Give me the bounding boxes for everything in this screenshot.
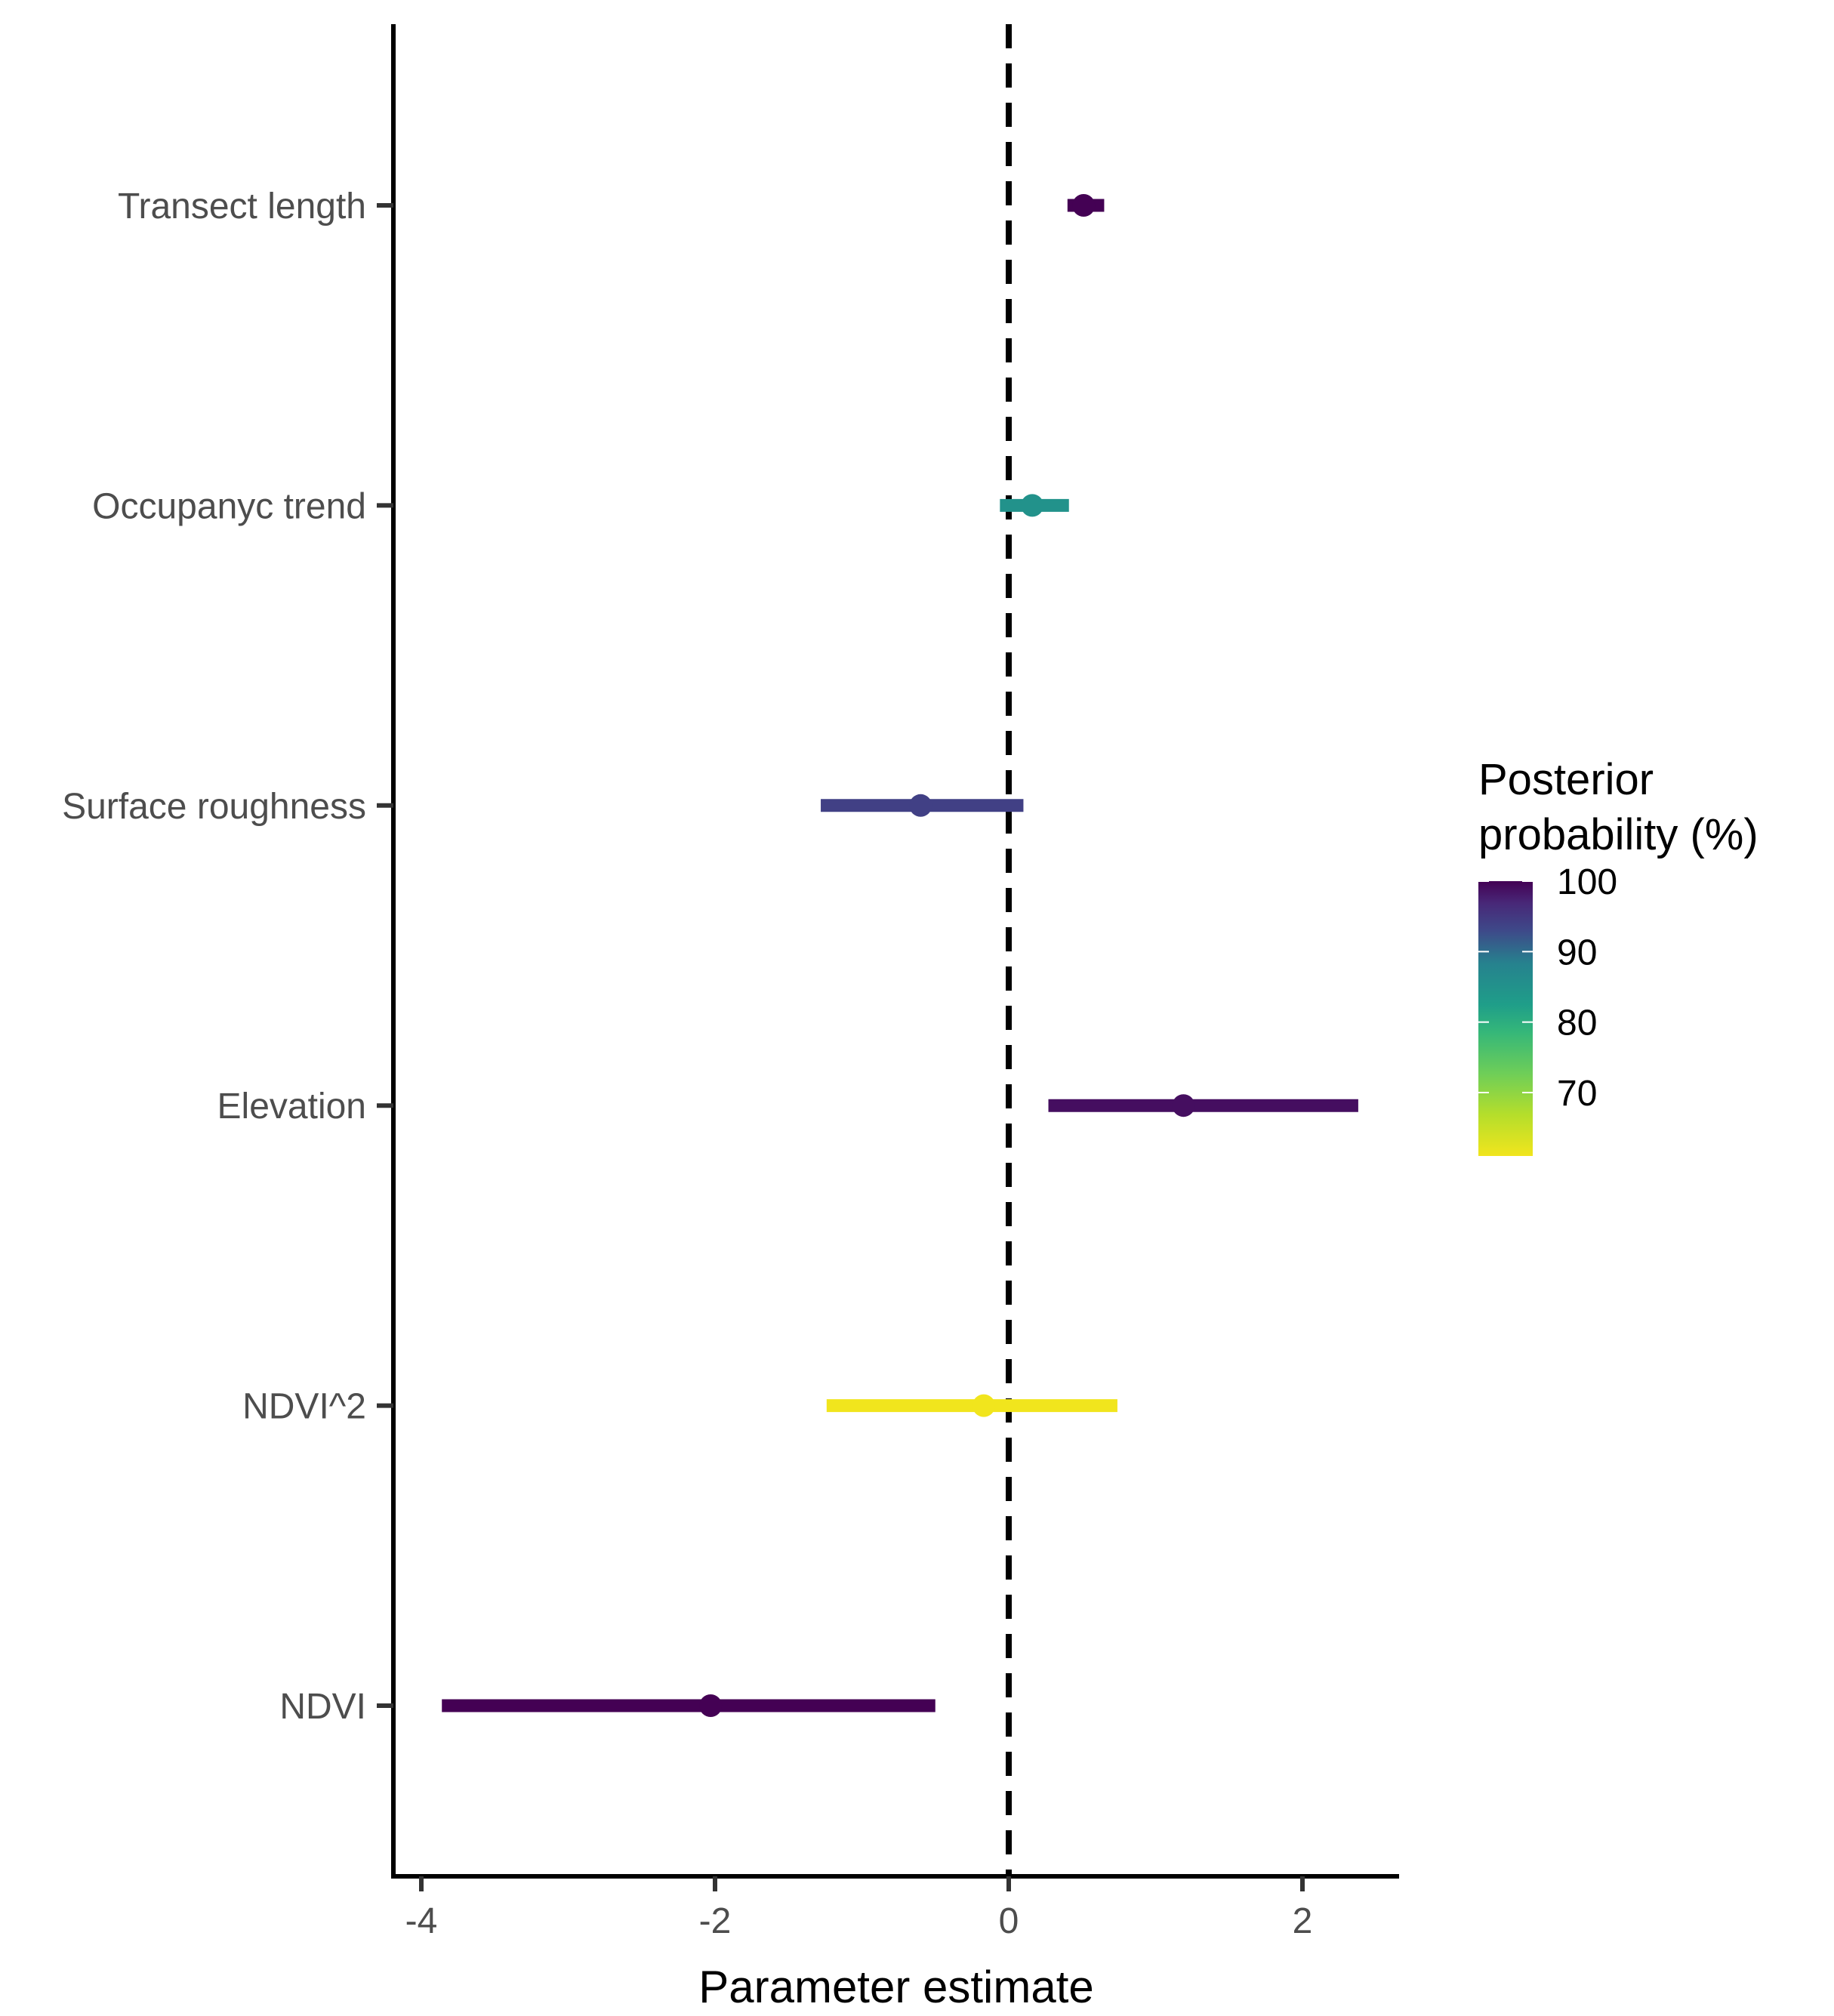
y-tick-label: Surface roughness xyxy=(62,787,366,827)
legend: Posterior probability (%) 100 90 80 70 xyxy=(1478,755,1758,1156)
legend-tick-label: 90 xyxy=(1557,932,1597,973)
estimate-point xyxy=(972,1394,995,1417)
legend-tick-label: 70 xyxy=(1557,1074,1597,1114)
y-tick-label: NDVI xyxy=(279,1687,366,1727)
x-tick-label: 2 xyxy=(1293,1901,1313,1941)
x-axis-ticks: -4 -2 0 2 xyxy=(405,1876,1313,1941)
estimate-point xyxy=(1172,1094,1195,1117)
y-tick-label: Elevation xyxy=(217,1087,366,1127)
legend-ticks: 100 90 80 70 xyxy=(1478,862,1617,1114)
legend-tick-label: 100 xyxy=(1557,862,1617,902)
legend-title-line-2: probability (%) xyxy=(1478,810,1758,859)
y-tick-label: NDVI^2 xyxy=(242,1387,366,1427)
x-tick-label: -4 xyxy=(405,1901,438,1941)
x-tick-label: 0 xyxy=(999,1901,1019,1941)
y-tick-label: Transect length xyxy=(118,186,366,227)
x-axis-title: Parameter estimate xyxy=(698,1962,1094,2012)
estimate-point xyxy=(909,794,932,817)
estimate-point xyxy=(1072,194,1096,217)
x-tick-label: -2 xyxy=(699,1901,732,1941)
legend-title-line-1: Posterior xyxy=(1478,755,1654,804)
estimate-point xyxy=(1021,494,1044,517)
y-axis-ticks: Transect length Occupanyc trend Surface ro… xyxy=(62,186,393,1727)
legend-colorbar xyxy=(1478,881,1533,1156)
legend-tick-label: 80 xyxy=(1557,1003,1597,1043)
estimate-rows xyxy=(442,194,1358,1717)
estimate-point xyxy=(699,1694,723,1717)
y-tick-label: Occupanyc trend xyxy=(92,486,366,526)
